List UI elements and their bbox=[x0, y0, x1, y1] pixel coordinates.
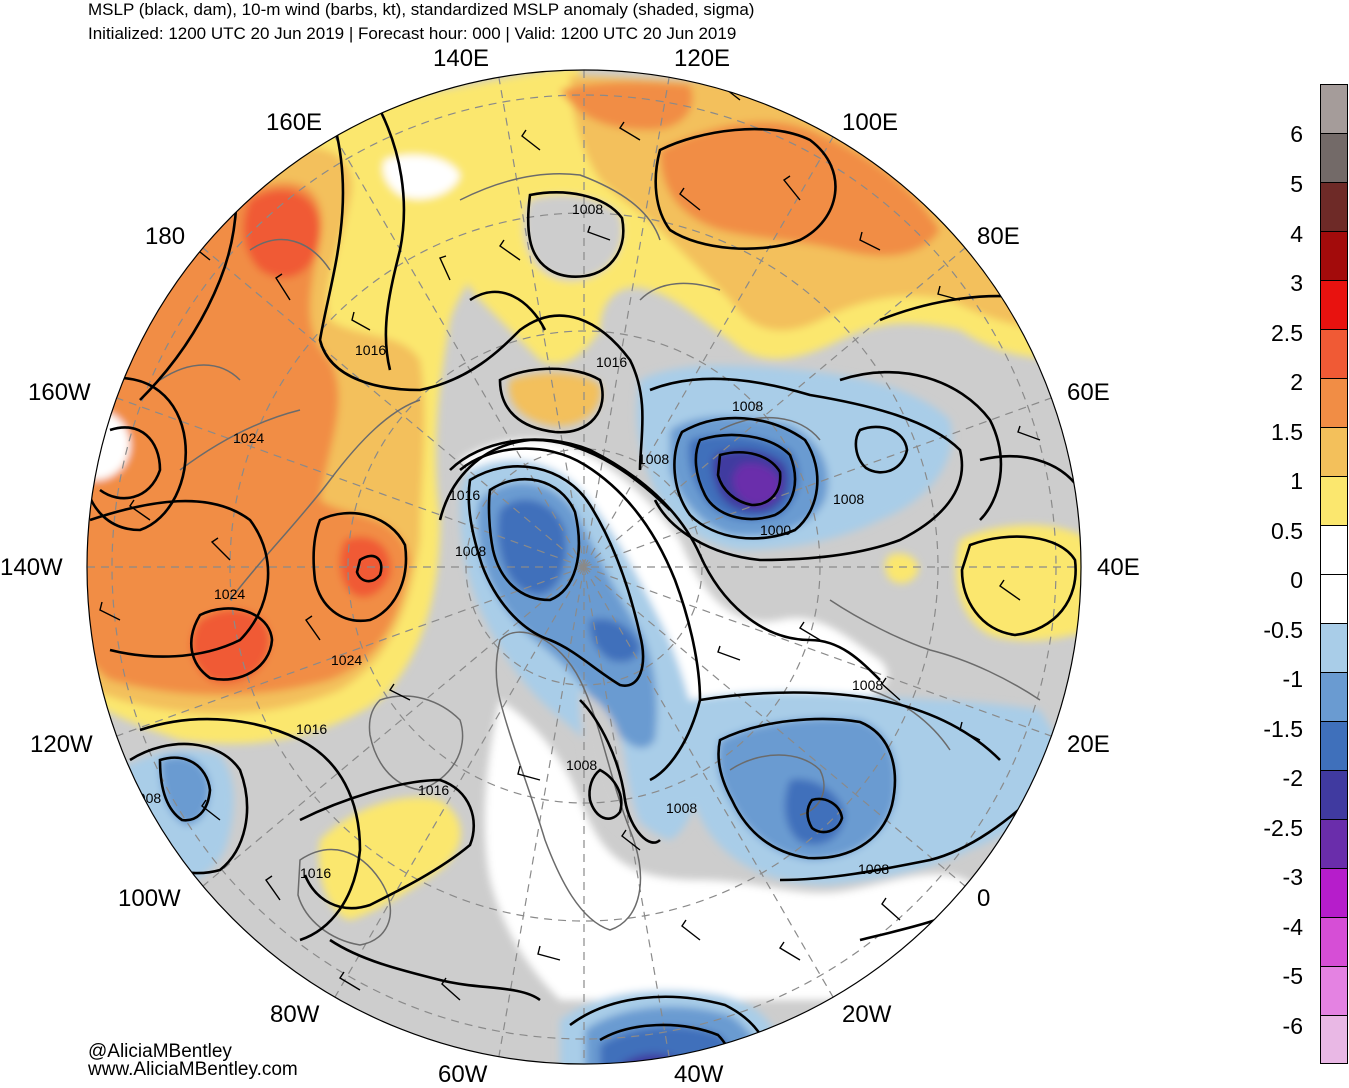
colorbar-tick: 6 bbox=[1290, 121, 1303, 147]
isobar-label: 1008 bbox=[130, 790, 161, 806]
colorbar-swatch bbox=[1320, 133, 1348, 182]
lon-label-60e: 60E bbox=[1067, 379, 1110, 406]
chart-title: MSLP (black, dam), 10-m wind (barbs, kt)… bbox=[88, 0, 755, 19]
colorbar-tick: -3 bbox=[1282, 864, 1303, 890]
isobar-labels: 1008 1016 1016 1008 1024 1008 1016 1000 … bbox=[130, 201, 889, 881]
isobar-label: 1024 bbox=[331, 652, 362, 668]
lon-label-80w: 80W bbox=[270, 1001, 320, 1028]
credit-website: www.AliciaMBentley.com bbox=[88, 1059, 298, 1080]
colorbar-tick: 5 bbox=[1290, 171, 1303, 197]
colorbar-tick: -5 bbox=[1282, 963, 1303, 989]
isobar-label: 1008 bbox=[455, 543, 486, 559]
colorbar-swatch bbox=[1320, 819, 1348, 868]
colorbar-tick: -1.5 bbox=[1263, 716, 1303, 742]
colorbar-tick: 0.5 bbox=[1271, 518, 1303, 544]
lon-label-20e: 20E bbox=[1067, 731, 1110, 758]
isobar-label: 1008 bbox=[732, 398, 763, 414]
colorbar-tick: -0.5 bbox=[1263, 617, 1303, 643]
isobar-label: 1024 bbox=[233, 430, 264, 446]
lon-label-140e: 140E bbox=[433, 45, 490, 72]
colorbar-swatch bbox=[1320, 280, 1348, 329]
credit-handle: @AliciaMBentley bbox=[88, 1041, 232, 1062]
coastlines bbox=[159, 172, 1041, 946]
graticule bbox=[87, 70, 1081, 1064]
colorbar-swatch bbox=[1320, 966, 1348, 1015]
colorbar-swatch bbox=[1320, 917, 1348, 966]
colorbar-swatch bbox=[1320, 868, 1348, 917]
colorbar-swatch bbox=[1320, 525, 1348, 574]
lon-label-120w: 120W bbox=[30, 731, 93, 758]
lon-label-180: 180 bbox=[145, 223, 186, 250]
isobar-label: 1008 bbox=[852, 677, 883, 693]
anomaly-shading: 1008 1016 1016 1008 1024 1008 1016 1000 … bbox=[87, 70, 1081, 1064]
colorbar-tick: 4 bbox=[1290, 221, 1303, 247]
lon-label-40e: 40E bbox=[1097, 554, 1140, 581]
lon-label-120e: 120E bbox=[674, 45, 731, 72]
colorbar-tick: -2 bbox=[1282, 765, 1303, 791]
colorbar-tick: -1 bbox=[1282, 666, 1303, 692]
isobar-label: 1016 bbox=[296, 721, 327, 737]
map-border bbox=[86, 69, 1082, 1065]
colorbar-swatch bbox=[1320, 574, 1348, 623]
wind-barbs bbox=[99, 79, 1041, 1001]
colorbar bbox=[1320, 84, 1348, 1064]
colorbar-tick: 0 bbox=[1290, 567, 1303, 593]
isobars bbox=[87, 109, 1081, 1064]
isobar-label: 1016 bbox=[300, 865, 331, 881]
isobar-label: 1016 bbox=[596, 354, 627, 370]
isobar-label: 1008 bbox=[833, 491, 864, 507]
colorbar-swatch bbox=[1320, 84, 1348, 133]
isobar-label: 1008 bbox=[572, 201, 603, 217]
colorbar-tick: 2 bbox=[1290, 369, 1303, 395]
colorbar-tick: 1 bbox=[1290, 468, 1303, 494]
isobar-label: 1016 bbox=[449, 487, 480, 503]
colorbar-tick: 2.5 bbox=[1271, 320, 1303, 346]
isobar-label: 1008 bbox=[638, 451, 669, 467]
lon-label-100w: 100W bbox=[118, 885, 181, 912]
colorbar-tick: 1.5 bbox=[1271, 419, 1303, 445]
lon-label-20w: 20W bbox=[842, 1001, 892, 1028]
lon-label-80e: 80E bbox=[977, 223, 1020, 250]
colorbar-swatch bbox=[1320, 770, 1348, 819]
lon-label-140w: 140W bbox=[0, 554, 63, 581]
isobar-label: 1008 bbox=[666, 800, 697, 816]
isobar-label: 1016 bbox=[418, 782, 449, 798]
colorbar-swatch bbox=[1320, 1015, 1348, 1064]
colorbar-tick: -2.5 bbox=[1263, 815, 1303, 841]
colorbar-tick: -6 bbox=[1282, 1013, 1303, 1039]
isobar-label: 1008 bbox=[858, 861, 889, 877]
colorbar-swatch bbox=[1320, 623, 1348, 672]
isobar-label: 1024 bbox=[214, 586, 245, 602]
isobar-label: 1000 bbox=[760, 522, 791, 538]
lon-label-160e: 160E bbox=[266, 109, 323, 136]
colorbar-swatch bbox=[1320, 476, 1348, 525]
colorbar-swatch bbox=[1320, 378, 1348, 427]
isobar-label: 1016 bbox=[355, 342, 386, 358]
colorbar-swatch bbox=[1320, 182, 1348, 231]
lon-label-0: 0 bbox=[977, 885, 991, 912]
colorbar-swatch bbox=[1320, 672, 1348, 721]
lon-label-100e: 100E bbox=[842, 109, 899, 136]
colorbar-swatch bbox=[1320, 721, 1348, 770]
colorbar-swatch bbox=[1320, 231, 1348, 280]
colorbar-tick: 3 bbox=[1290, 270, 1303, 296]
lon-label-40w: 40W bbox=[674, 1061, 724, 1088]
lon-label-160w: 160W bbox=[28, 379, 91, 406]
isobar-label: 1008 bbox=[566, 757, 597, 773]
colorbar-swatch bbox=[1320, 329, 1348, 378]
lon-label-60w: 60W bbox=[438, 1061, 488, 1088]
colorbar-swatch bbox=[1320, 427, 1348, 476]
chart-subtitle: Initialized: 1200 UTC 20 Jun 2019 | Fore… bbox=[88, 24, 737, 43]
colorbar-tick: -4 bbox=[1282, 914, 1303, 940]
